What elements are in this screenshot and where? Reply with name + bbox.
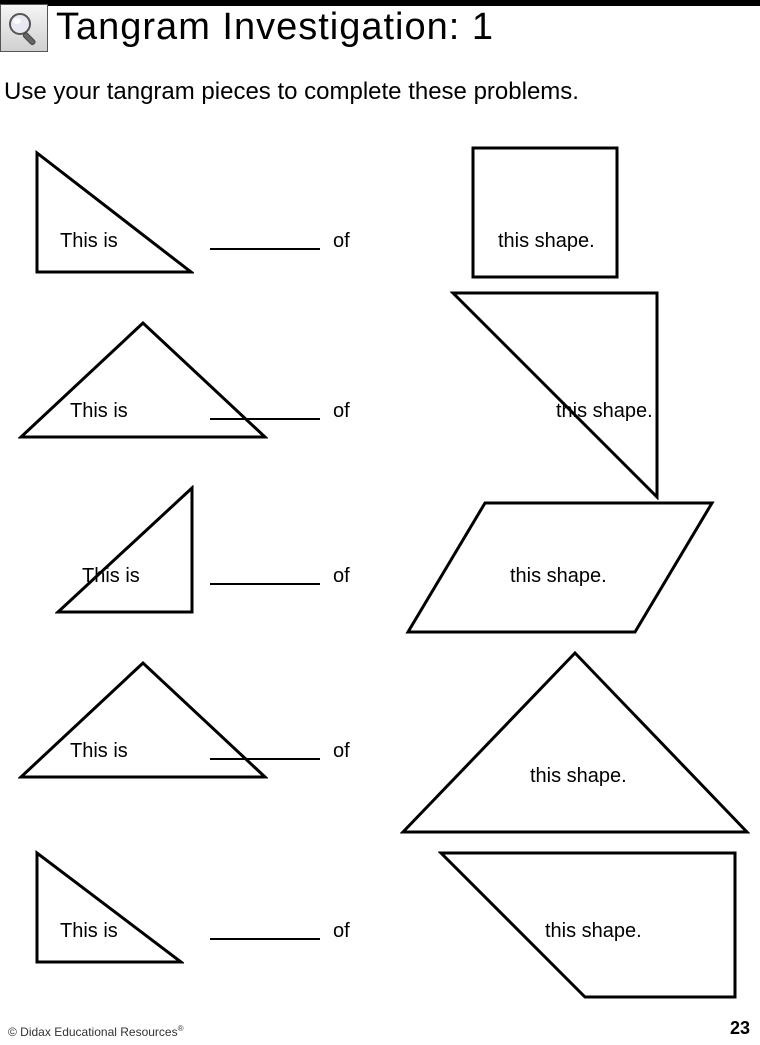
row1-shape-left [34, 150, 194, 275]
page-number: 23 [730, 1018, 750, 1039]
row2-shape-left [18, 320, 268, 440]
page-subtitle: Use your tangram pieces to complete thes… [4, 78, 579, 106]
footer-copyright: © Didax Educational Resources® [8, 1024, 184, 1039]
row3-of: of [333, 565, 350, 588]
row5-this-shape: this shape. [545, 920, 642, 943]
magnifier-icon [0, 4, 48, 52]
row4-this-shape: this shape. [530, 765, 627, 788]
row4-blank[interactable] [210, 758, 320, 760]
row4-shape-right [400, 650, 750, 835]
row5-this-is: This is [60, 920, 118, 943]
row4-shape-left [18, 660, 268, 780]
row4-this-is: This is [70, 740, 128, 763]
row3-blank[interactable] [210, 583, 320, 585]
row5-shape-left [34, 850, 184, 965]
page-title: Tangram Investigation: 1 [56, 6, 494, 49]
row3-this-is: This is [82, 565, 140, 588]
header: Tangram Investigation: 1 [0, 6, 760, 52]
row2-shape-right [450, 290, 660, 500]
row1-shape-right [470, 145, 620, 280]
row2-this-shape: this shape. [556, 400, 653, 423]
row2-of: of [333, 400, 350, 423]
row1-blank[interactable] [210, 248, 320, 250]
row2-blank[interactable] [210, 418, 320, 420]
row4-of: of [333, 740, 350, 763]
row1-this-is: This is [60, 230, 118, 253]
row5-blank[interactable] [210, 938, 320, 940]
row5-of: of [333, 920, 350, 943]
row3-shape-left [55, 485, 195, 615]
row3-this-shape: this shape. [510, 565, 607, 588]
row1-this-shape: this shape. [498, 230, 595, 253]
row2-this-is: This is [70, 400, 128, 423]
row1-of: of [333, 230, 350, 253]
